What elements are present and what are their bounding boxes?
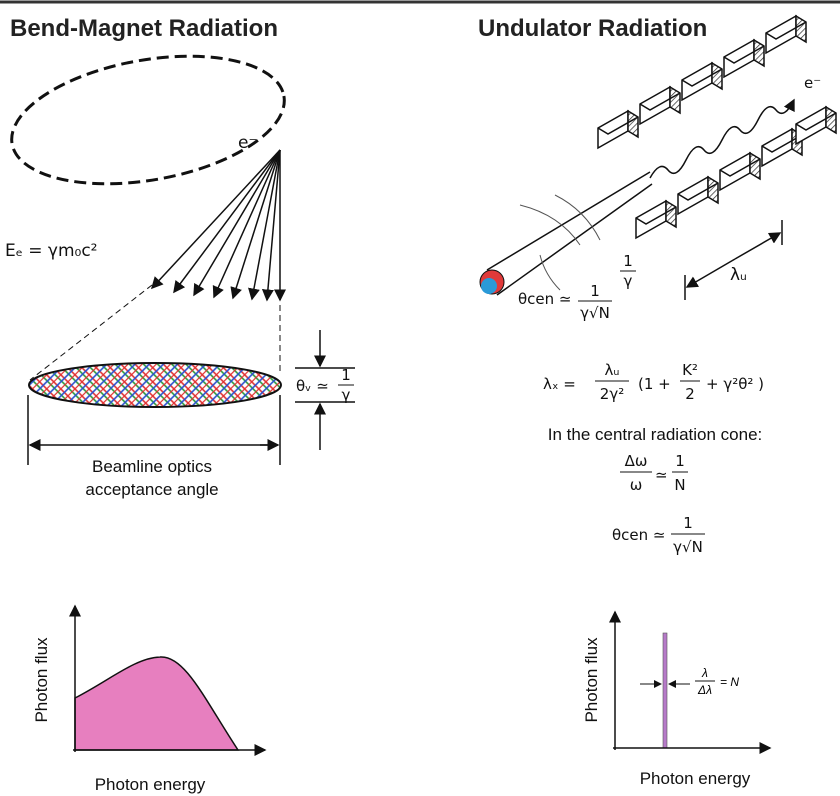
radiation-cone — [486, 171, 653, 296]
cone-arcs — [519, 194, 601, 291]
right-title: Undulator Radiation — [478, 15, 707, 42]
electron-label: e⁻ — [804, 74, 821, 92]
fraction-denominator: ω — [630, 476, 643, 494]
energy-formula: Eₑ = γm₀c² — [5, 241, 97, 261]
fraction-numerator: 1 — [683, 514, 693, 532]
fraction-denominator: γ — [342, 386, 351, 404]
fraction-numerator: λᵤ — [605, 361, 620, 379]
fraction-denominator: N — [674, 476, 685, 494]
fraction-numerator: Δω — [625, 452, 648, 470]
x-axis-label: Photon energy — [95, 775, 206, 794]
beam-spot — [481, 278, 497, 294]
divergence-dimension — [295, 330, 355, 450]
acceptance-label: Beamline optics — [92, 457, 212, 476]
spectrum-area — [74, 656, 240, 751]
fraction-denominator: γ√N — [580, 304, 610, 322]
fraction-denominator: Δλ — [697, 683, 712, 697]
fraction-denominator: γ — [624, 272, 633, 290]
fraction-denominator: 2 — [685, 385, 695, 403]
period-label: λᵤ — [730, 265, 747, 285]
spectrum-peak — [662, 632, 668, 749]
fraction-denominator: γ√N — [673, 538, 703, 556]
fraction-numerator: 1 — [341, 366, 351, 384]
fraction-numerator: K² — [682, 361, 698, 379]
fraction-numerator: λ — [701, 666, 708, 680]
fraction-numerator: 1 — [623, 252, 633, 270]
acceptance-dimension — [27, 395, 281, 465]
central-angle-symbol: θcen ≃ — [612, 526, 666, 544]
electron-path — [649, 98, 795, 179]
cone-angle-symbol: θcen ≃ — [518, 290, 572, 308]
wavelength-term: + γ²θ² ) — [706, 375, 764, 393]
fraction-denominator: 2γ² — [600, 385, 624, 403]
beam-fan — [28, 362, 282, 408]
left-title: Bend-Magnet Radiation — [10, 15, 278, 42]
electron-orbit — [10, 54, 286, 186]
wavelength-term: (1 + — [638, 375, 671, 393]
acceptance-label: acceptance angle — [85, 480, 218, 499]
fraction-numerator: 1 — [675, 452, 685, 470]
relation: ≃ — [655, 466, 668, 484]
divergence-symbol: θᵥ ≃ — [296, 377, 329, 395]
fraction-numerator: 1 — [590, 282, 600, 300]
y-axis-label: Photon flux — [32, 637, 51, 723]
cone-note: In the central radiation cone: — [548, 425, 763, 444]
period-dimension — [684, 220, 783, 300]
x-axis-label: Photon energy — [640, 769, 751, 788]
radiation-fan — [150, 149, 286, 302]
magnet-array — [597, 15, 837, 239]
electron-label: e⁻ — [238, 133, 257, 153]
resolution-rhs: = N — [720, 675, 739, 689]
y-axis-label: Photon flux — [582, 637, 601, 723]
guide-line — [29, 284, 153, 381]
wavelength-symbol: λₓ = — [543, 375, 576, 393]
